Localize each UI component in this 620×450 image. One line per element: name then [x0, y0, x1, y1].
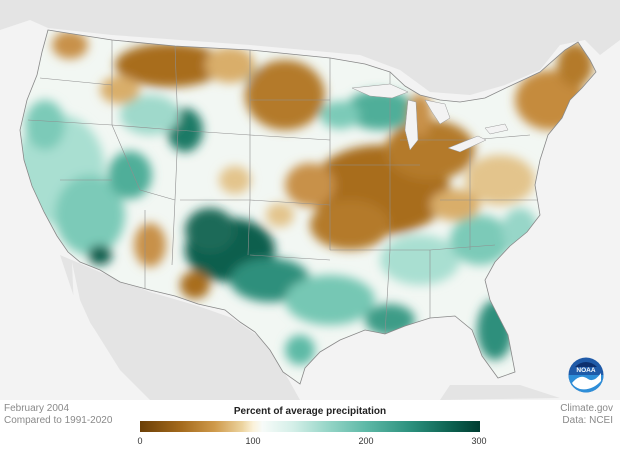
source-site: Climate.gov	[560, 403, 613, 414]
noaa-logo: NOAA	[568, 357, 604, 393]
legend-title: Percent of average precipitation	[233, 406, 387, 417]
map-source: Climate.gov Data: NCEI	[560, 403, 613, 427]
canada-land	[0, 0, 620, 95]
state-boundaries	[27, 40, 540, 335]
noaa-logo-text: NOAA	[576, 367, 595, 374]
caribbean-land	[440, 385, 560, 400]
great-lakes	[351, 83, 509, 153]
source-data: Data: NCEI	[562, 415, 613, 426]
map-period: February 2004	[4, 403, 70, 414]
legend-color-bar	[140, 421, 480, 432]
map-caption: February 2004 Compared to 1991-2020	[4, 403, 112, 427]
baja-peninsula	[72, 262, 120, 395]
us-outline	[19, 29, 597, 385]
map-footer: February 2004 Compared to 1991-2020 Perc…	[0, 400, 620, 450]
mexico-land	[60, 255, 300, 400]
legend-tick-300: 300	[471, 436, 487, 446]
legend-tick-100: 100	[245, 436, 261, 446]
legend-tick-0: 0	[137, 436, 143, 446]
legend-tick-200: 200	[358, 436, 374, 446]
precipitation-map	[0, 0, 620, 400]
map-comparison: Compared to 1991-2020	[4, 415, 113, 426]
